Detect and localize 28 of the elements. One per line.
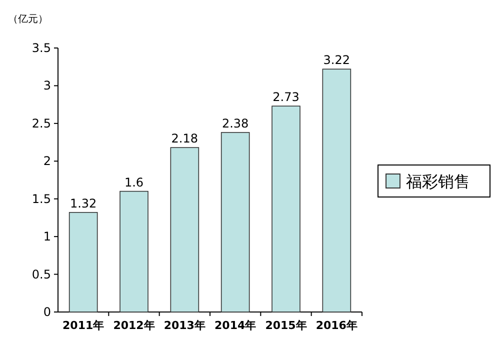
data-label: 3.22 [323,53,350,68]
data-label: 2.38 [222,116,249,130]
x-tick-label: 2015年 [265,319,307,332]
x-tick-label: 2011年 [62,319,104,332]
y-tick-label: 1 [43,230,51,244]
y-tick-label: 2.5 [32,116,51,130]
data-label: 1.6 [124,175,144,190]
y-tick-label: 1.5 [32,192,51,206]
y-tick-label: 2 [43,154,51,168]
bar [322,68,352,312]
data-label: 1.32 [70,196,97,210]
x-tick-label: 2012年 [113,319,155,332]
y-tick-label: 3.5 [32,41,51,55]
y-tick-label: 0.5 [32,267,51,282]
data-label: 2.18 [171,132,198,146]
legend-label: 福彩销售 [406,172,470,191]
bar [120,190,148,312]
data-label: 2.73 [272,90,300,104]
y-tick-label: 0 [43,305,51,319]
x-tick-label: 2013年 [164,319,206,332]
y-tick-label: 3 [43,78,51,93]
bar [272,106,300,312]
bar [170,147,200,312]
x-tick-label: 2014年 [214,319,256,332]
bar [68,212,98,312]
x-tick-label: 2016年 [316,319,358,332]
bar [220,132,250,312]
y-axis-title: （亿元） [8,14,48,25]
